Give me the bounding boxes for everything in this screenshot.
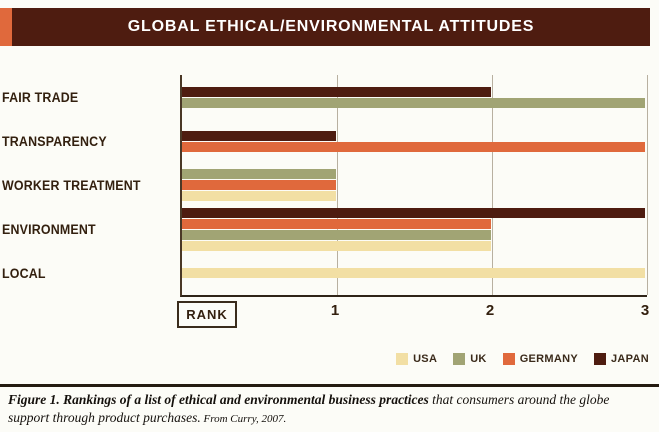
category-label: ENVIRONMENT bbox=[2, 221, 96, 237]
bar-fair-trade-japan bbox=[182, 86, 491, 97]
category-label: LOCAL bbox=[2, 265, 46, 281]
bar-group bbox=[182, 207, 645, 251]
chart-group-row: LOCAL bbox=[0, 251, 659, 295]
bar-group bbox=[182, 163, 645, 207]
chart-group-row: TRANSPARENCY bbox=[0, 119, 659, 163]
gridline-rank-3 bbox=[647, 75, 648, 295]
gridline-rank-2 bbox=[492, 75, 493, 295]
bar-group bbox=[182, 251, 645, 295]
legend-swatch-uk bbox=[453, 353, 466, 365]
legend-item-uk: UK bbox=[453, 353, 487, 365]
legend-swatch-japan bbox=[594, 353, 607, 365]
category-label: TRANSPARENCY bbox=[2, 133, 107, 149]
caption-text: that consumers around the globe support … bbox=[8, 392, 610, 425]
chart-group-row: FAIR TRADE bbox=[0, 75, 659, 119]
bar-transparency-germany bbox=[182, 141, 645, 152]
plot-area bbox=[180, 75, 648, 297]
gridline-rank-1 bbox=[336, 75, 338, 295]
bar-environment-uk bbox=[182, 229, 491, 240]
header-accent-bar bbox=[0, 8, 12, 46]
bar-transparency-japan bbox=[182, 130, 337, 141]
bar-worker-treatment-uk bbox=[182, 169, 337, 179]
legend-item-germany: GERMANY bbox=[502, 353, 579, 365]
x-tick-1: 1 bbox=[330, 302, 340, 319]
figure-header: GLOBAL ETHICAL/ENVIRONMENTAL ATTITUDES bbox=[0, 8, 650, 46]
legend-label: USA bbox=[413, 353, 438, 365]
figure-caption: Figure 1. Rankings of a list of ethical … bbox=[0, 384, 659, 426]
bar-worker-treatment-germany bbox=[182, 180, 337, 190]
category-label: WORKER TREATMENT bbox=[2, 177, 141, 193]
chart-group-row: ENVIRONMENT bbox=[0, 207, 659, 251]
caption-source: From Curry, 2007. bbox=[200, 412, 287, 425]
legend-item-japan: JAPAN bbox=[594, 353, 649, 365]
bar-environment-japan bbox=[182, 207, 645, 218]
x-tick-2: 2 bbox=[485, 302, 495, 319]
category-label: FAIR TRADE bbox=[2, 89, 79, 105]
x-tick-3: 3 bbox=[640, 302, 650, 319]
legend-item-usa: USA bbox=[396, 353, 437, 365]
bar-fair-trade-uk bbox=[182, 97, 645, 108]
bar-worker-treatment-usa bbox=[182, 191, 337, 201]
bar-environment-germany bbox=[182, 218, 491, 229]
bar-local-usa bbox=[182, 268, 645, 278]
rank-axis-label: RANK bbox=[177, 301, 237, 328]
legend-label: JAPAN bbox=[611, 353, 649, 365]
legend: USA UK GERMANY JAPAN bbox=[396, 353, 649, 365]
bar-environment-usa bbox=[182, 240, 491, 251]
bar-group bbox=[182, 119, 645, 163]
bar-group bbox=[182, 75, 645, 119]
legend-label: GERMANY bbox=[519, 353, 579, 365]
legend-label: UK bbox=[470, 353, 487, 365]
chart-group-row: WORKER TREATMENT bbox=[0, 163, 659, 207]
figure-title: GLOBAL ETHICAL/ENVIRONMENTAL ATTITUDES bbox=[12, 8, 650, 46]
legend-swatch-germany bbox=[502, 353, 515, 365]
legend-swatch-usa bbox=[396, 353, 409, 365]
caption-lead: Figure 1. Rankings of a list of ethical … bbox=[8, 392, 429, 407]
